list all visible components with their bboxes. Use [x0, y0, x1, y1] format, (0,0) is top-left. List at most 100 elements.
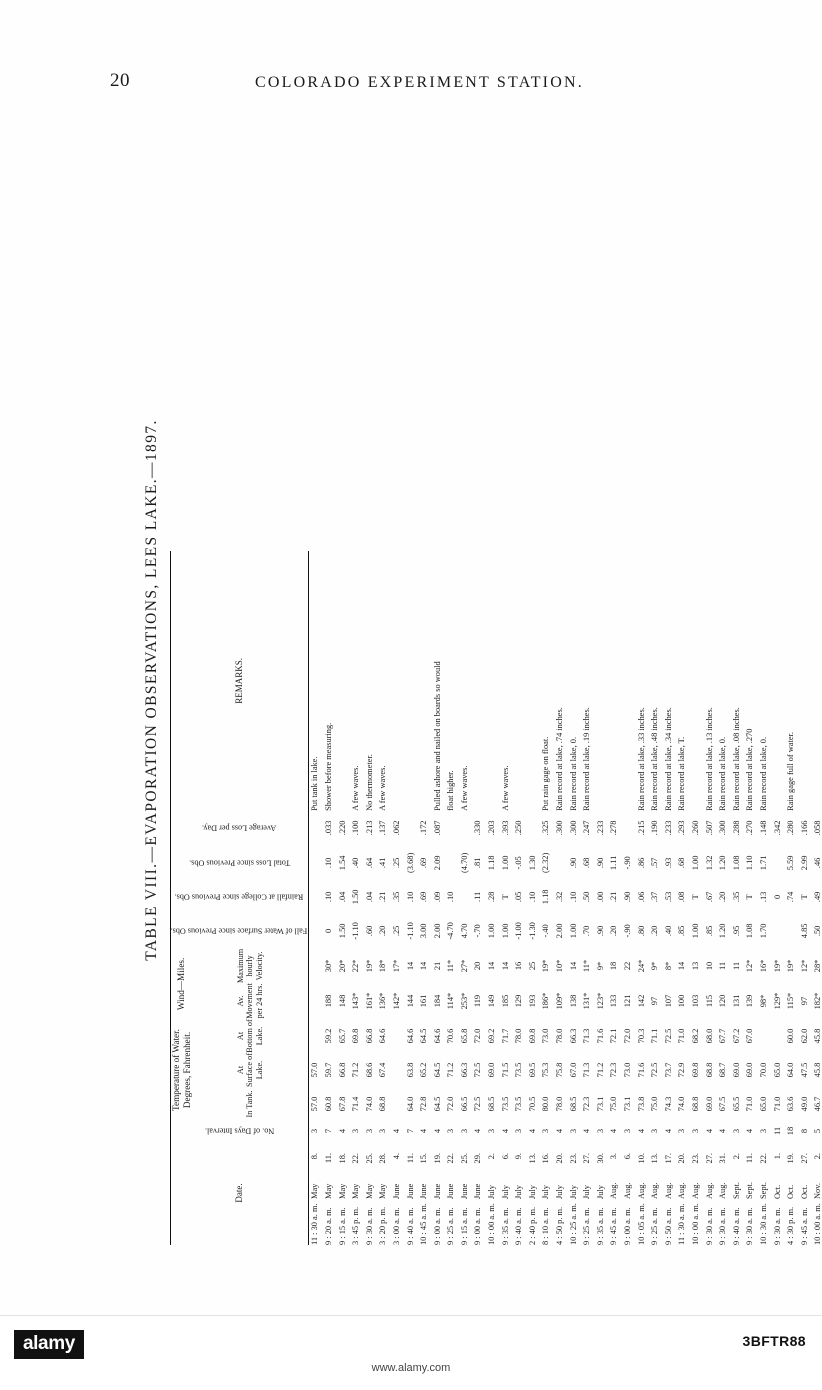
- cell-days-interval: 4: [663, 1128, 673, 1134]
- cell-wind-average: 97: [799, 996, 809, 1006]
- table-row: 9 : 30 a. m.Aug.27. 4 69.0 68.8 68.0 115 10 .85…: [703, 551, 717, 1245]
- alamy-logo: alamy: [14, 1330, 84, 1359]
- cell-average-loss: .278: [609, 820, 619, 836]
- cell-fall-surface: 1.70: [758, 923, 768, 939]
- cell-fall-surface: .20: [650, 925, 660, 937]
- cell-temp-surface: 73.5: [514, 1062, 524, 1078]
- table-row: 10 : 00 a. m.July2. 3 68.5 69.0 69.2 149 14 1.0…: [485, 551, 499, 1245]
- cell-temp-bottom: 78.0: [555, 1028, 565, 1044]
- cell-temp-tank: 74.0: [364, 1096, 374, 1112]
- cell-fall-surface: .20: [609, 925, 619, 937]
- cell-total-loss: .90: [568, 857, 578, 869]
- cell-total-loss: 5.59: [786, 855, 796, 871]
- cell-temp-surface: 69.5: [527, 1062, 537, 1078]
- cell-temp-bottom: 60.0: [786, 1028, 796, 1044]
- cell-average-loss: .172: [419, 820, 429, 836]
- cell-temp-surface: 75.3: [541, 1062, 551, 1078]
- cell-rainfall: .69: [419, 891, 429, 903]
- cell-remark: Rain record at lake, .270: [745, 728, 755, 811]
- cell-days-interval: 3: [364, 1128, 374, 1134]
- cell-days-interval: 8: [799, 1128, 809, 1134]
- cell-remark: Put tank in lake.: [310, 756, 320, 811]
- cell-rainfall: 1.18: [541, 889, 551, 905]
- cell-wind-max: 20: [473, 961, 483, 971]
- cell-total-loss: .93: [663, 857, 673, 869]
- cell-wind-average: 100: [677, 994, 687, 1008]
- table-row: 11 : 30 a. m.May8. 3 57.0 57.0 Put tank in l…: [308, 551, 322, 1245]
- cell-temp-surface: 68.6: [364, 1062, 374, 1078]
- cell-rainfall: .35: [731, 891, 741, 903]
- cell-average-loss: [308, 811, 322, 845]
- table-row: 9 : 30 a. m.Aug.31. 4 67.5 68.7 67.7 120 11 1.2…: [717, 551, 731, 1245]
- cell-wind-average: 253*: [459, 992, 469, 1010]
- cell-temp-surface: 71.6: [636, 1062, 646, 1078]
- cell-average-loss: .233: [663, 820, 673, 836]
- cell-total-loss: (3.68): [405, 852, 415, 873]
- table-row: 10 : 00 a. m.Nov.2. 5 46.7 45.8 45.8 182* 28*.…: [812, 551, 822, 1245]
- cell-fall-surface: 2.00: [555, 923, 565, 939]
- cell-temp-tank: 75.0: [609, 1096, 619, 1112]
- cell-fall-surface: 1.00: [568, 923, 578, 939]
- cell-fall-surface: .85: [677, 925, 687, 937]
- cell-total-loss: 2.99: [799, 855, 809, 871]
- cell-rainfall: T: [690, 894, 700, 900]
- cell-average-loss: .280: [786, 820, 796, 836]
- cell-temp-surface: 69.0: [731, 1062, 741, 1078]
- cell-wind-average: 103: [690, 994, 700, 1008]
- cell-temp-tank: 71.0: [772, 1096, 782, 1112]
- cell-remark: A few waves.: [378, 765, 388, 811]
- cell-days-interval: 4: [582, 1128, 592, 1134]
- cell-date: 9 : 00 a. m.June19.: [432, 1153, 442, 1245]
- cell-wind-max: 19*: [786, 959, 796, 973]
- cell-average-loss: .100: [351, 820, 361, 836]
- cell-wind-average: 133: [609, 994, 619, 1008]
- cell-wind-max: 22: [623, 961, 633, 971]
- cell-temp-bottom: 71.7: [500, 1028, 510, 1044]
- cell-remark: Rain record at lake, 0.: [758, 736, 768, 811]
- cell-remark: Rain record at lake, .48 inches.: [650, 707, 660, 811]
- alamy-url: www.alamy.com: [371, 1362, 451, 1374]
- cell-temp-surface: 75.8: [555, 1062, 565, 1078]
- cell-rainfall: 0: [772, 894, 782, 899]
- cell-temp-bottom: [771, 1019, 785, 1053]
- cell-fall-surface: .50: [813, 925, 822, 937]
- cell-wind-max: 14: [487, 961, 497, 971]
- cell-date: 9 : 30 a. m.May25.: [364, 1153, 374, 1245]
- cell-total-loss: .81: [473, 857, 483, 869]
- cell-days-interval: 3: [650, 1128, 660, 1134]
- cell-wind-max: 25: [527, 961, 537, 971]
- cell-average-loss: .062: [391, 820, 401, 836]
- table-title: TABLE VIII.—EVAPORATION OBSERVATIONS, LE…: [143, 419, 160, 961]
- cell-rainfall: 1.50: [351, 889, 361, 905]
- cell-total-loss: 1.10: [745, 855, 755, 871]
- cell-rainfall: T: [500, 894, 510, 900]
- cell-days-interval: 18: [786, 1126, 796, 1136]
- cell-fall-surface: [785, 913, 799, 949]
- cell-wind-max: 9*: [595, 961, 605, 971]
- cell-temp-bottom: 67.2: [731, 1028, 741, 1044]
- cell-remark: Rain record at lake, 0.: [718, 736, 728, 811]
- header-total-loss: Total Loss since Previous Obs.: [188, 858, 290, 868]
- cell-remark: Rain record at lake, .08 inches.: [731, 707, 741, 811]
- cell-temp-surface: 63.8: [405, 1062, 415, 1078]
- cell-temp-bottom: 68.0: [704, 1028, 714, 1044]
- cell-wind-average: 136*: [378, 992, 388, 1010]
- cell-remark: A few waves.: [459, 765, 469, 811]
- cell-date: 10 : 00 a. m.July2.: [487, 1153, 497, 1245]
- cell-wind-average: 114*: [446, 992, 456, 1010]
- cell-fall-surface: .25: [391, 925, 401, 937]
- cell-rainfall: .74: [786, 891, 796, 903]
- cell-total-loss: [445, 845, 459, 881]
- cell-wind-average: 185: [500, 994, 510, 1008]
- table-row: 2 : 40 p. m.July13. 4 70.5 69.5 69.8 193 25 -1.…: [526, 551, 540, 1245]
- cell-temp-bottom: 69.2: [487, 1028, 497, 1044]
- cell-date: 9 : 25 a. m.Aug.13.: [650, 1153, 660, 1245]
- table-row: 10 : 25 a. m.July23. 3 68.5 67.0 66.3 138 14 1.…: [567, 551, 581, 1245]
- cell-total-loss: [771, 845, 785, 881]
- cell-temp-bottom: [757, 1019, 771, 1053]
- cell-date: 9 : 30 a. m.Aug.31.: [718, 1153, 728, 1245]
- cell-fall-surface: .70: [582, 925, 592, 937]
- table-row: 9 : 00 a. m.Aug.6. 3 73.1 73.0 72.0 121 22 -.90…: [621, 551, 635, 1245]
- cell-temp-surface: 71.3: [582, 1062, 592, 1078]
